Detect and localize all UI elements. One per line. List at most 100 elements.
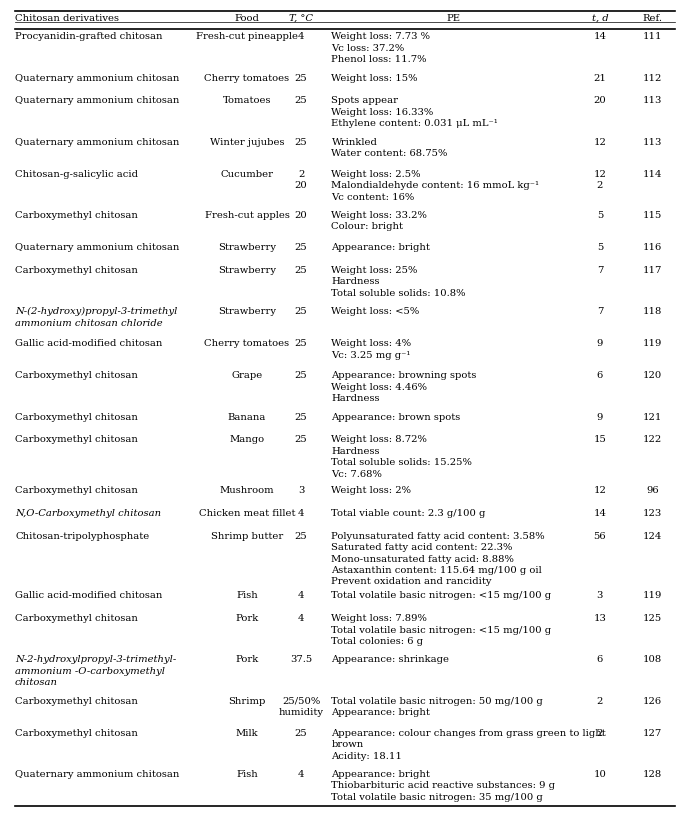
Text: t, d: t, d bbox=[591, 14, 609, 23]
Text: 14: 14 bbox=[593, 508, 607, 518]
Text: Procyanidin-grafted chitosan: Procyanidin-grafted chitosan bbox=[15, 33, 163, 42]
Text: Weight loss: 8.72%
Hardness
Total soluble solids: 15.25%
Vc: 7.68%: Weight loss: 8.72% Hardness Total solubl… bbox=[331, 436, 473, 479]
Text: 25: 25 bbox=[295, 729, 308, 738]
Text: 9: 9 bbox=[597, 339, 603, 348]
Text: 12: 12 bbox=[593, 138, 607, 147]
Text: Shrimp butter: Shrimp butter bbox=[211, 532, 283, 541]
Text: 20: 20 bbox=[295, 211, 308, 220]
Text: Carboxymethyl chitosan: Carboxymethyl chitosan bbox=[15, 729, 138, 738]
Text: N-2-hydroxylpropyl-3-trimethyl-
ammonium -O-carboxymethyl
chitosan: N-2-hydroxylpropyl-3-trimethyl- ammonium… bbox=[15, 655, 176, 687]
Text: Appearance: shrinkage: Appearance: shrinkage bbox=[331, 655, 449, 664]
Text: Weight loss: 33.2%
Colour: bright: Weight loss: 33.2% Colour: bright bbox=[331, 211, 427, 232]
Text: 2: 2 bbox=[597, 697, 603, 706]
Text: 2: 2 bbox=[597, 729, 603, 738]
Text: 116: 116 bbox=[643, 243, 662, 252]
Text: 125: 125 bbox=[643, 614, 662, 623]
Text: 108: 108 bbox=[643, 655, 662, 664]
Text: 111: 111 bbox=[643, 33, 662, 42]
Text: Carboxymethyl chitosan: Carboxymethyl chitosan bbox=[15, 266, 138, 275]
Text: Chicken meat fillet: Chicken meat fillet bbox=[199, 508, 295, 518]
Text: 115: 115 bbox=[643, 211, 662, 220]
Text: Shrimp: Shrimp bbox=[228, 697, 266, 706]
Text: 25: 25 bbox=[295, 307, 308, 317]
Text: 4: 4 bbox=[298, 592, 304, 601]
Text: T, °C: T, °C bbox=[289, 14, 313, 23]
Text: Grape: Grape bbox=[231, 371, 263, 380]
Text: Weight loss: 2.5%
Malondialdehyde content: 16 mmoL kg⁻¹
Vc content: 16%: Weight loss: 2.5% Malondialdehyde conten… bbox=[331, 170, 540, 202]
Text: 12
2: 12 2 bbox=[593, 170, 607, 190]
Text: 117: 117 bbox=[643, 266, 662, 275]
Text: 10: 10 bbox=[593, 769, 607, 779]
Text: Mushroom: Mushroom bbox=[219, 486, 274, 494]
Text: 25: 25 bbox=[295, 96, 308, 105]
Text: 2
20: 2 20 bbox=[295, 170, 308, 190]
Text: 7: 7 bbox=[597, 307, 603, 317]
Text: Quaternary ammonium chitosan: Quaternary ammonium chitosan bbox=[15, 138, 179, 147]
Text: Fish: Fish bbox=[236, 592, 258, 601]
Text: 25: 25 bbox=[295, 138, 308, 147]
Text: 25: 25 bbox=[295, 371, 308, 380]
Text: 119: 119 bbox=[643, 339, 662, 348]
Text: 6: 6 bbox=[597, 655, 603, 664]
Text: Strawberry: Strawberry bbox=[218, 266, 276, 275]
Text: 25: 25 bbox=[295, 436, 308, 445]
Text: 119: 119 bbox=[643, 592, 662, 601]
Text: Carboxymethyl chitosan: Carboxymethyl chitosan bbox=[15, 211, 138, 220]
Text: Carboxymethyl chitosan: Carboxymethyl chitosan bbox=[15, 614, 138, 623]
Text: 118: 118 bbox=[643, 307, 662, 317]
Text: 122: 122 bbox=[643, 436, 662, 445]
Text: Cherry tomatoes: Cherry tomatoes bbox=[204, 73, 290, 82]
Text: Polyunsaturated fatty acid content: 3.58%
Saturated fatty acid content: 22.3%
Mo: Polyunsaturated fatty acid content: 3.58… bbox=[331, 532, 545, 587]
Text: Food: Food bbox=[235, 14, 259, 23]
Text: 113: 113 bbox=[643, 138, 662, 147]
Text: Appearance: brown spots: Appearance: brown spots bbox=[331, 413, 461, 422]
Text: 12: 12 bbox=[593, 486, 607, 494]
Text: 120: 120 bbox=[643, 371, 662, 380]
Text: 3: 3 bbox=[298, 486, 304, 494]
Text: 14: 14 bbox=[593, 33, 607, 42]
Text: Weight loss: 15%: Weight loss: 15% bbox=[331, 73, 418, 82]
Text: 126: 126 bbox=[643, 697, 662, 706]
Text: Carboxymethyl chitosan: Carboxymethyl chitosan bbox=[15, 436, 138, 445]
Text: Strawberry: Strawberry bbox=[218, 243, 276, 252]
Text: 25: 25 bbox=[295, 243, 308, 252]
Text: Quaternary ammonium chitosan: Quaternary ammonium chitosan bbox=[15, 769, 179, 779]
Text: Carboxymethyl chitosan: Carboxymethyl chitosan bbox=[15, 371, 138, 380]
Text: Spots appear
Weight loss: 16.33%
Ethylene content: 0.031 μL mL⁻¹: Spots appear Weight loss: 16.33% Ethylen… bbox=[331, 96, 498, 128]
Text: 4: 4 bbox=[298, 769, 304, 779]
Text: Gallic acid-modified chitosan: Gallic acid-modified chitosan bbox=[15, 339, 162, 348]
Text: 127: 127 bbox=[643, 729, 662, 738]
Text: 123: 123 bbox=[643, 508, 662, 518]
Text: 121: 121 bbox=[643, 413, 662, 422]
Text: 25: 25 bbox=[295, 73, 308, 82]
Text: Chitosan-g-salicylic acid: Chitosan-g-salicylic acid bbox=[15, 170, 138, 179]
Text: Carboxymethyl chitosan: Carboxymethyl chitosan bbox=[15, 697, 138, 706]
Text: 4: 4 bbox=[298, 614, 304, 623]
Text: Milk: Milk bbox=[236, 729, 258, 738]
Text: Mango: Mango bbox=[229, 436, 264, 445]
Text: Banana: Banana bbox=[228, 413, 266, 422]
Text: 6: 6 bbox=[597, 371, 603, 380]
Text: Pork: Pork bbox=[235, 614, 259, 623]
Text: Fresh-cut apples: Fresh-cut apples bbox=[204, 211, 289, 220]
Text: 25: 25 bbox=[295, 339, 308, 348]
Text: 21: 21 bbox=[593, 73, 607, 82]
Text: N,O-Carboxymethyl chitosan: N,O-Carboxymethyl chitosan bbox=[15, 508, 161, 518]
Text: Tomatoes: Tomatoes bbox=[223, 96, 271, 105]
Text: 25: 25 bbox=[295, 266, 308, 275]
Text: Weight loss: 4%
Vc: 3.25 mg g⁻¹: Weight loss: 4% Vc: 3.25 mg g⁻¹ bbox=[331, 339, 412, 360]
Text: PE: PE bbox=[446, 14, 460, 23]
Text: Chitosan-tripolyphosphate: Chitosan-tripolyphosphate bbox=[15, 532, 149, 541]
Text: Carboxymethyl chitosan: Carboxymethyl chitosan bbox=[15, 413, 138, 422]
Text: Wrinkled
Water content: 68.75%: Wrinkled Water content: 68.75% bbox=[331, 138, 448, 158]
Text: 7: 7 bbox=[597, 266, 603, 275]
Text: Weight loss: 2%: Weight loss: 2% bbox=[331, 486, 411, 494]
Text: Fresh-cut pineapple: Fresh-cut pineapple bbox=[196, 33, 298, 42]
Text: Total volatile basic nitrogen: <15 mg/100 g: Total volatile basic nitrogen: <15 mg/10… bbox=[331, 592, 551, 601]
Text: 112: 112 bbox=[643, 73, 662, 82]
Text: 13: 13 bbox=[593, 614, 607, 623]
Text: Fish: Fish bbox=[236, 769, 258, 779]
Text: 114: 114 bbox=[643, 170, 662, 179]
Text: 3: 3 bbox=[597, 592, 603, 601]
Text: Quaternary ammonium chitosan: Quaternary ammonium chitosan bbox=[15, 96, 179, 105]
